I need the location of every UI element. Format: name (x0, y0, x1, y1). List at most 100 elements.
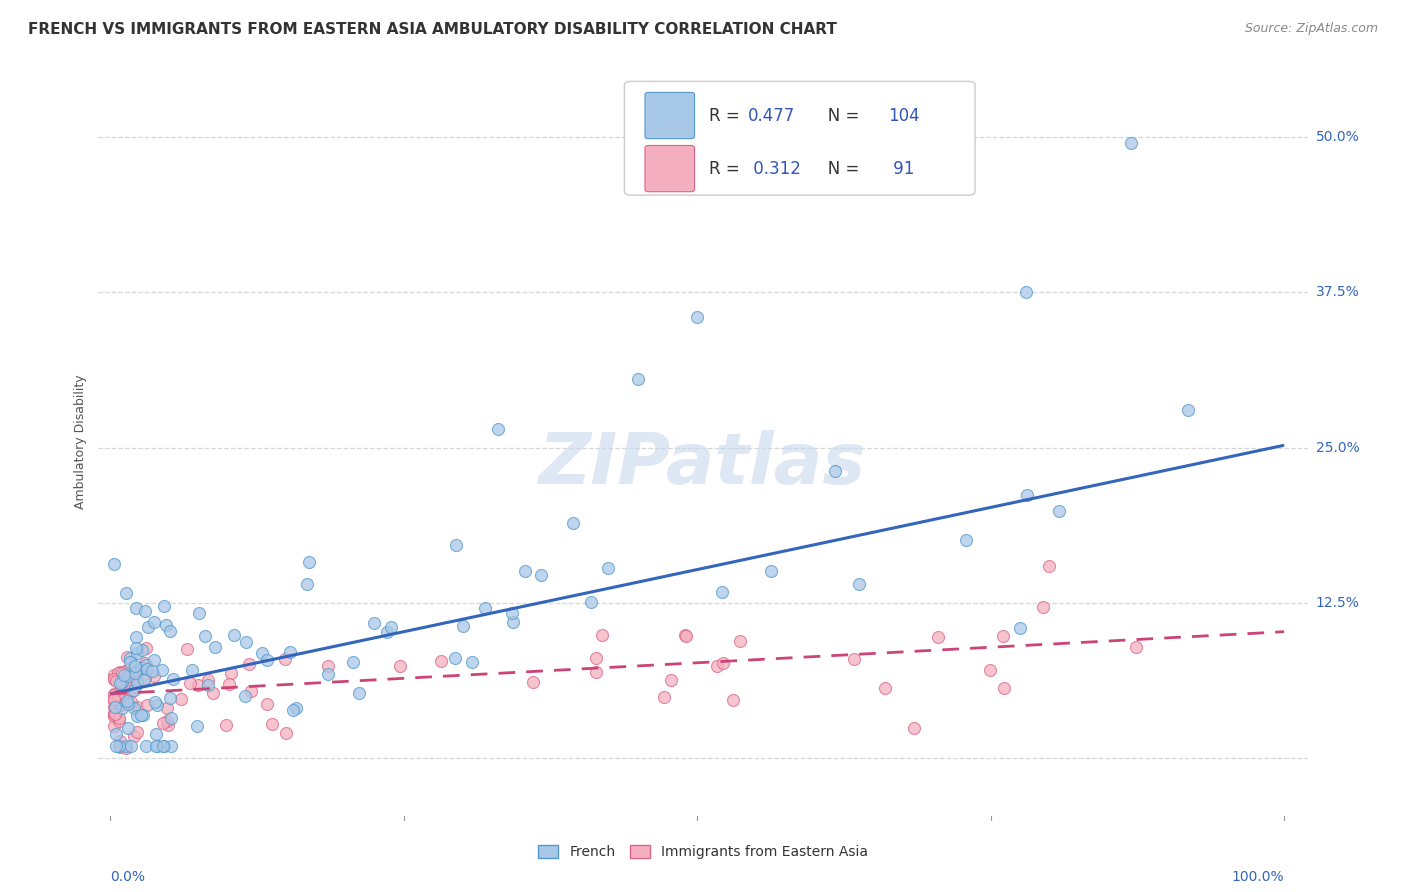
Point (135, 739, 157, 753)
Point (136, 663, 159, 677)
Point (103, 557, 125, 571)
Point (444, 650, 467, 665)
Point (993, 681, 1015, 695)
Point (141, 664, 163, 678)
Point (145, 727, 167, 741)
Point (104, 699, 127, 714)
Point (111, 672, 134, 686)
Point (117, 721, 139, 735)
Point (153, 599, 176, 613)
Point (156, 700, 179, 714)
Point (162, 672, 184, 686)
Point (176, 641, 198, 656)
Point (132, 708, 155, 723)
Point (146, 698, 169, 712)
Point (204, 640, 226, 654)
Point (347, 686, 370, 700)
Y-axis label: Ambulatory Disability: Ambulatory Disability (75, 375, 87, 508)
Point (114, 664, 136, 678)
Point (104, 706, 127, 721)
Point (197, 673, 219, 688)
Point (118, 655, 141, 669)
Point (143, 695, 166, 709)
Point (103, 694, 125, 708)
Point (122, 730, 145, 744)
Point (120, 695, 142, 709)
FancyBboxPatch shape (624, 81, 976, 195)
Text: 12.5%: 12.5% (1316, 596, 1360, 610)
Point (103, 687, 125, 701)
Point (122, 683, 145, 698)
Point (1015, 285, 1038, 300)
Point (502, 615, 524, 629)
Point (991, 629, 1014, 643)
Text: R =: R = (709, 106, 745, 125)
Point (156, 714, 179, 728)
Point (848, 577, 870, 591)
Point (501, 606, 523, 620)
Point (150, 663, 173, 677)
Point (105, 674, 128, 689)
Point (297, 576, 319, 591)
Point (103, 672, 125, 686)
Text: 37.5%: 37.5% (1316, 285, 1360, 300)
Point (215, 718, 238, 732)
Point (159, 624, 181, 638)
Point (652, 690, 675, 705)
Point (761, 565, 783, 579)
Point (342, 655, 364, 669)
Point (219, 666, 242, 681)
Point (131, 643, 153, 657)
Point (118, 662, 141, 676)
Point (108, 739, 131, 753)
FancyBboxPatch shape (645, 93, 695, 138)
Point (124, 658, 146, 673)
Point (627, 372, 650, 386)
Point (596, 561, 619, 575)
Point (108, 711, 131, 725)
Point (115, 740, 138, 755)
Point (187, 678, 209, 692)
Point (474, 600, 496, 615)
Point (107, 689, 129, 703)
Point (107, 665, 129, 680)
Point (115, 679, 138, 693)
Point (125, 675, 148, 690)
Point (127, 646, 149, 660)
Text: FRENCH VS IMMIGRANTS FROM EASTERN ASIA AMBULATORY DISABILITY CORRELATION CHART: FRENCH VS IMMIGRANTS FROM EASTERN ASIA A… (28, 22, 837, 37)
Point (1047, 504, 1070, 518)
Point (115, 694, 138, 708)
Point (1032, 600, 1054, 615)
Text: 0.477: 0.477 (748, 106, 794, 125)
Point (530, 568, 553, 582)
Point (659, 673, 682, 687)
Point (115, 586, 138, 600)
Point (111, 675, 134, 690)
Point (129, 661, 152, 675)
Point (121, 683, 143, 698)
Point (135, 640, 157, 655)
Point (155, 617, 177, 632)
Point (136, 620, 159, 634)
Point (673, 627, 696, 641)
Point (389, 658, 412, 673)
Legend: French, Immigrants from Eastern Asia: French, Immigrants from Eastern Asia (537, 846, 869, 859)
Point (115, 739, 138, 753)
Text: 0.312: 0.312 (748, 160, 800, 178)
Point (250, 647, 273, 661)
Point (186, 719, 208, 733)
Point (136, 698, 159, 712)
Point (179, 676, 201, 690)
Text: Source: ZipAtlas.com: Source: ZipAtlas.com (1244, 22, 1378, 36)
Point (117, 697, 139, 711)
Point (157, 718, 180, 732)
Point (124, 668, 146, 682)
Point (125, 630, 148, 644)
Point (170, 692, 193, 706)
Point (125, 725, 148, 739)
Text: 0.0%: 0.0% (110, 870, 145, 884)
Point (108, 665, 131, 679)
Point (124, 665, 146, 680)
Point (153, 739, 176, 753)
Point (112, 668, 135, 682)
